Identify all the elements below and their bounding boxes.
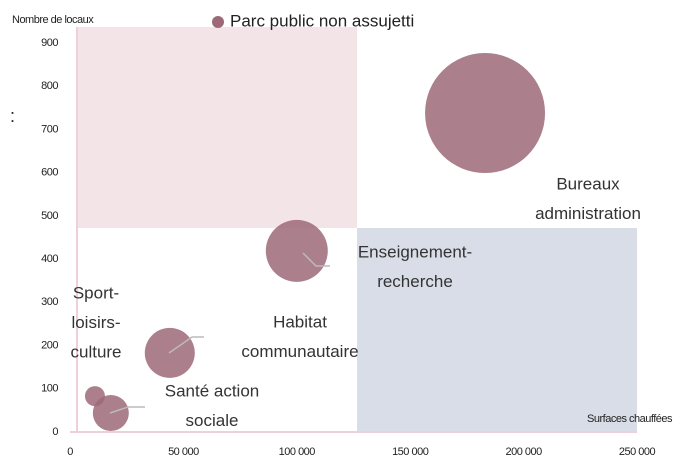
x-axis-title: Surfaces chauffées: [587, 413, 673, 425]
x-tick-label: 50 000: [168, 446, 199, 458]
y-tick-label: 100: [41, 383, 58, 395]
y-tick-label: 300: [41, 296, 58, 308]
legend-swatch: [212, 16, 224, 28]
y-tick-label: 600: [41, 167, 58, 179]
y-tick-label: 900: [41, 37, 58, 49]
y-tick-label: 700: [41, 123, 58, 135]
bubble-label: Habitat: [273, 312, 327, 331]
bubble-label: Santé action: [165, 381, 260, 400]
annotation: :: [10, 106, 15, 126]
y-tick-label: 0: [52, 426, 58, 438]
x-tick-label: 200 000: [505, 446, 542, 458]
leader-lines: [109, 252, 330, 414]
quadrant-low: [357, 228, 637, 432]
bubble-label: recherche: [377, 272, 453, 291]
bubble: [265, 219, 328, 282]
x-tick-label: 250 000: [619, 446, 656, 458]
bubble-label: Sport-: [73, 283, 119, 302]
bubble: [425, 53, 546, 174]
y-tick-label: 500: [41, 210, 58, 222]
bubble-label: communautaire: [241, 342, 358, 361]
bubble-label: administration: [535, 204, 641, 223]
y-axis-title: Nombre de locaux: [12, 14, 94, 26]
x-tick-label: 100 000: [279, 446, 316, 458]
y-tick-label: 200: [41, 339, 58, 351]
x-tick-label: 150 000: [392, 446, 429, 458]
y-tick-label: 800: [41, 80, 58, 92]
bubble-label: Enseignement-: [358, 242, 472, 261]
quadrant-high: [77, 27, 357, 228]
y-tick-label: 400: [41, 253, 58, 265]
bubble-label: sociale: [186, 411, 239, 430]
bubble-label: Bureaux: [556, 174, 620, 193]
bubble-label: culture: [70, 342, 121, 361]
x-tick-label: 0: [67, 446, 73, 458]
bubble-label: loisirs-: [71, 313, 120, 332]
legend-label: Parc public non assujetti: [230, 11, 414, 30]
